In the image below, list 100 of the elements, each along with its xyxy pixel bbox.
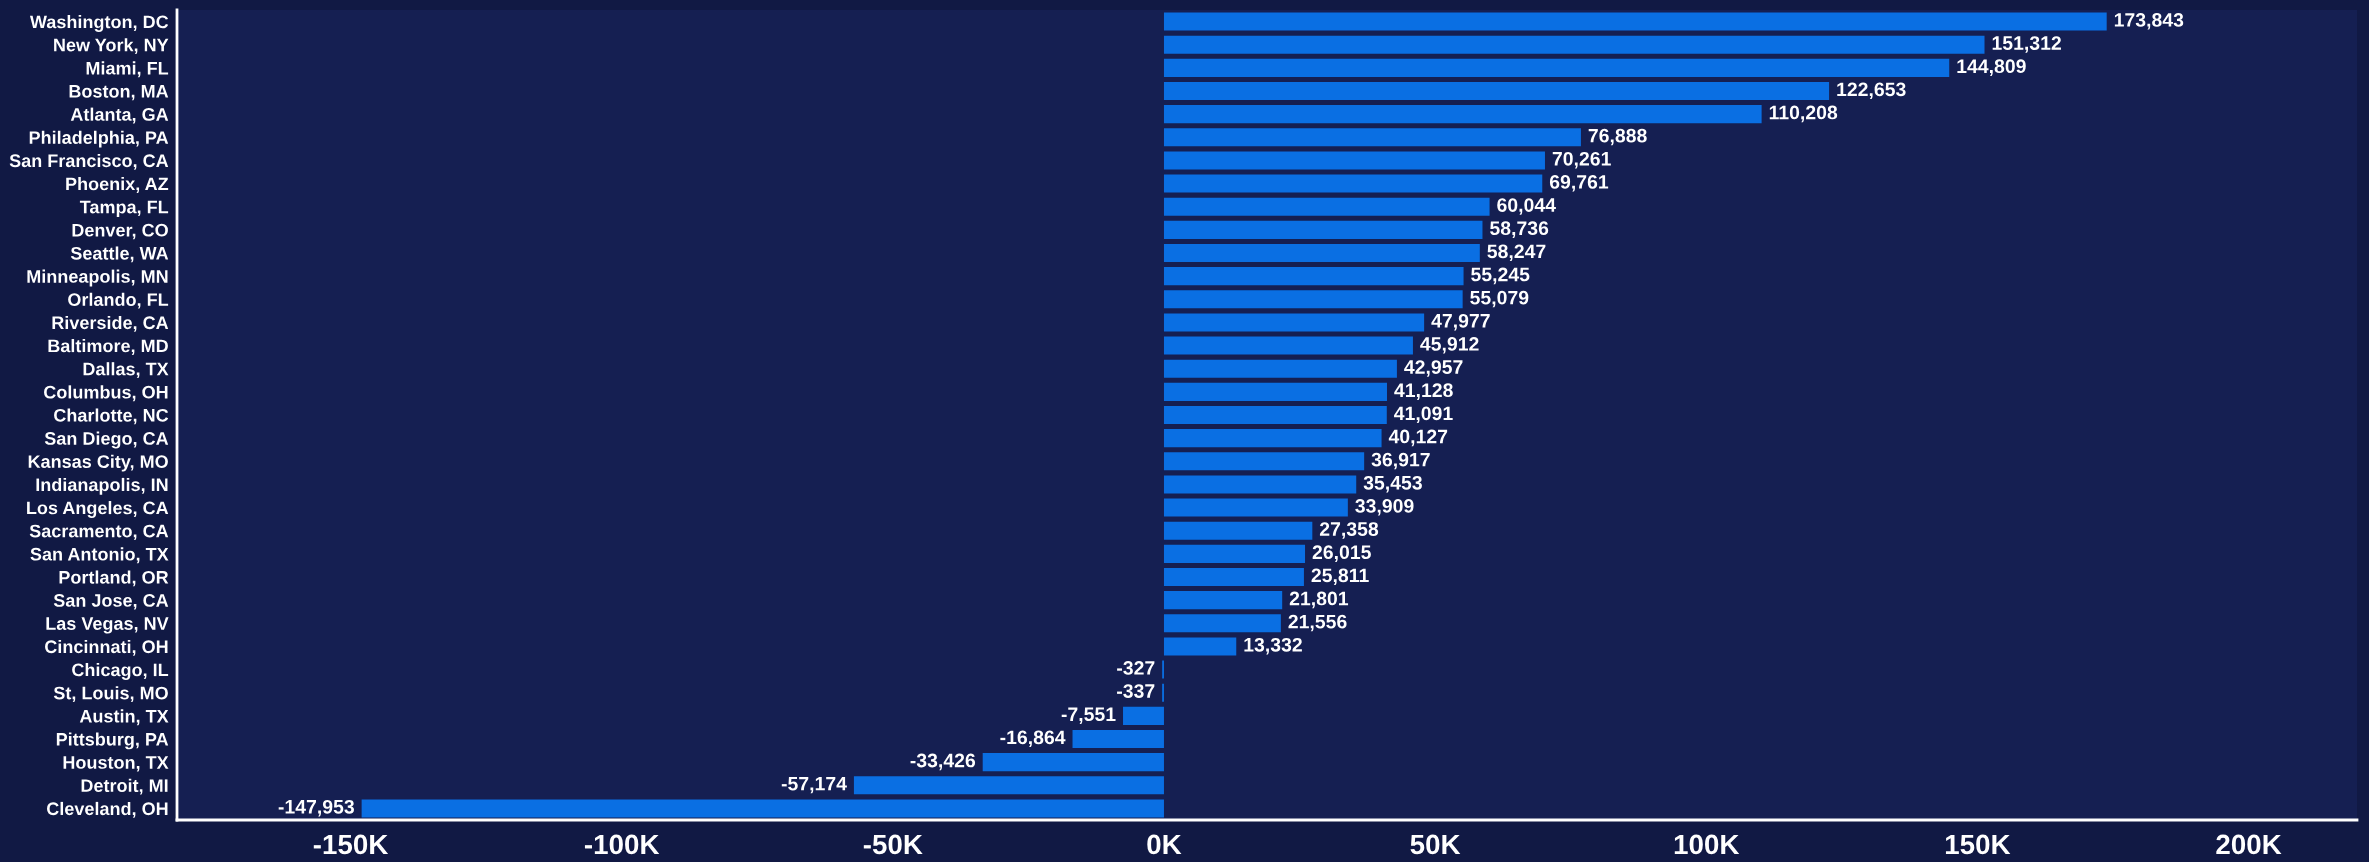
bar — [1163, 151, 1545, 170]
data-label: 144,809 — [1957, 59, 2026, 76]
data-label: -7,551 — [1061, 707, 1116, 724]
y-tick-label: Philadelphia, PA — [29, 130, 169, 148]
y-tick-label: Detroit, MI — [81, 778, 168, 795]
y-tick-label: Boston, MA — [69, 85, 169, 101]
data-label: 151,312 — [1992, 36, 2061, 53]
data-label: 70,261 — [1552, 151, 1611, 169]
y-tick-label: Phoenix, AZ — [66, 177, 169, 193]
data-label: 173,843 — [2114, 13, 2184, 30]
bar — [1163, 614, 1281, 633]
y-tick-label: San Antonio, TX — [30, 547, 169, 564]
x-tick-label: -100K — [584, 834, 660, 855]
y-tick-label: Los Angeles, CA — [27, 501, 169, 518]
data-label: 25,811 — [1311, 568, 1369, 586]
y-tick-label: Dallas, TX — [83, 362, 169, 379]
data-label: 47,977 — [1431, 313, 1490, 331]
data-label: 13,332 — [1244, 637, 1302, 655]
data-label: -33,426 — [910, 753, 976, 771]
bar — [361, 799, 1164, 818]
data-label: 41,091 — [1394, 406, 1453, 424]
x-tick-label: -50K — [863, 834, 923, 855]
data-label: 21,801 — [1289, 591, 1349, 609]
y-tick-label: Seattle, WA — [70, 246, 169, 263]
x-tick-label: 200K — [2216, 834, 2282, 855]
data-label: 55,079 — [1470, 290, 1529, 308]
y-tick-label: Austin, TX — [79, 709, 169, 726]
x-tick-label: 100K — [1674, 834, 1740, 855]
data-label: 36,917 — [1371, 452, 1430, 470]
bar — [1163, 405, 1387, 425]
bar — [1163, 197, 1490, 216]
y-tick-label: Orlando, FL — [68, 292, 169, 309]
y-tick-label: Portland, OR — [59, 570, 169, 587]
bar — [1163, 336, 1413, 355]
y-tick-label: St, Louis, MO — [53, 686, 168, 703]
data-label: 21,556 — [1288, 614, 1347, 632]
bar — [1163, 359, 1397, 378]
y-tick-label: Riverside, CA — [52, 315, 169, 332]
data-label: 45,912 — [1420, 337, 1479, 354]
bar — [853, 776, 1164, 795]
bar — [1163, 498, 1348, 517]
data-label: -16,864 — [1000, 730, 1066, 748]
data-label: 110,208 — [1769, 105, 1838, 123]
y-tick-label: Tampa, FL — [79, 200, 169, 217]
data-label: 55,245 — [1471, 267, 1530, 285]
bar — [1163, 382, 1387, 401]
bar — [1163, 591, 1283, 610]
bar — [1163, 174, 1543, 193]
x-tick-label: 150K — [1945, 834, 2011, 855]
bar — [1163, 128, 1581, 147]
data-label: -57,174 — [781, 776, 847, 794]
bar — [1163, 267, 1464, 286]
y-tick-label: Indianapolis, IN — [36, 477, 168, 495]
bar — [1072, 729, 1164, 749]
data-label: 76,888 — [1588, 128, 1647, 146]
y-tick-label: New York, NY — [54, 38, 169, 55]
bar — [1163, 452, 1365, 471]
data-label: 69,761 — [1549, 175, 1609, 192]
data-label: 41,128 — [1394, 383, 1453, 400]
bar — [1163, 243, 1480, 263]
data-label: 58,247 — [1487, 244, 1546, 262]
bar — [1163, 290, 1463, 309]
x-tick-label: 0K — [1147, 834, 1182, 855]
x-tick-label: -150K — [313, 834, 389, 855]
data-label: 42,957 — [1404, 360, 1463, 377]
y-tick-label: Charlotte, NC — [54, 408, 169, 425]
data-label: -327 — [1117, 661, 1155, 675]
y-tick-label: San Jose, CA — [53, 594, 169, 610]
y-tick-label: Sacramento, CA — [29, 524, 169, 541]
data-label: 35,453 — [1363, 475, 1422, 493]
y-tick-label: Washington, DC — [29, 15, 169, 32]
bar — [1163, 35, 1985, 54]
y-tick-label: Kansas City, MO — [28, 454, 168, 472]
y-tick-label: San Diego, CA — [44, 431, 169, 449]
y-tick-label: Houston, TX — [63, 756, 169, 772]
y-tick-label: Cincinnati, OH — [45, 639, 168, 656]
bar — [1163, 220, 1483, 239]
bar — [1163, 521, 1313, 540]
data-label: 26,015 — [1312, 545, 1371, 562]
data-label: 40,127 — [1388, 429, 1448, 447]
bar — [1163, 475, 1357, 494]
bar — [1163, 637, 1237, 656]
bar — [982, 753, 1164, 772]
y-tick-label: Denver, CO — [72, 223, 168, 240]
data-label: 33,909 — [1355, 499, 1414, 516]
bar — [1163, 58, 1950, 77]
data-label: 122,653 — [1837, 82, 1906, 100]
y-tick-label: Chicago, IL — [72, 663, 169, 680]
data-label: 27,358 — [1319, 522, 1379, 539]
data-label: 58,736 — [1490, 221, 1549, 238]
bar — [1123, 706, 1164, 725]
data-label: -337 — [1117, 684, 1155, 698]
bar — [1163, 544, 1306, 563]
y-tick-label: Cleveland, OH — [47, 801, 168, 818]
y-tick-label: Pittsburg, PA — [56, 732, 169, 750]
bar — [1163, 105, 1762, 124]
y-tick-label: Minneapolis, MN — [27, 269, 168, 287]
y-tick-label: Columbus, OH — [44, 385, 168, 402]
y-tick-label: Baltimore, MD — [48, 339, 168, 355]
y-tick-label: San Francisco, CA — [9, 153, 169, 170]
